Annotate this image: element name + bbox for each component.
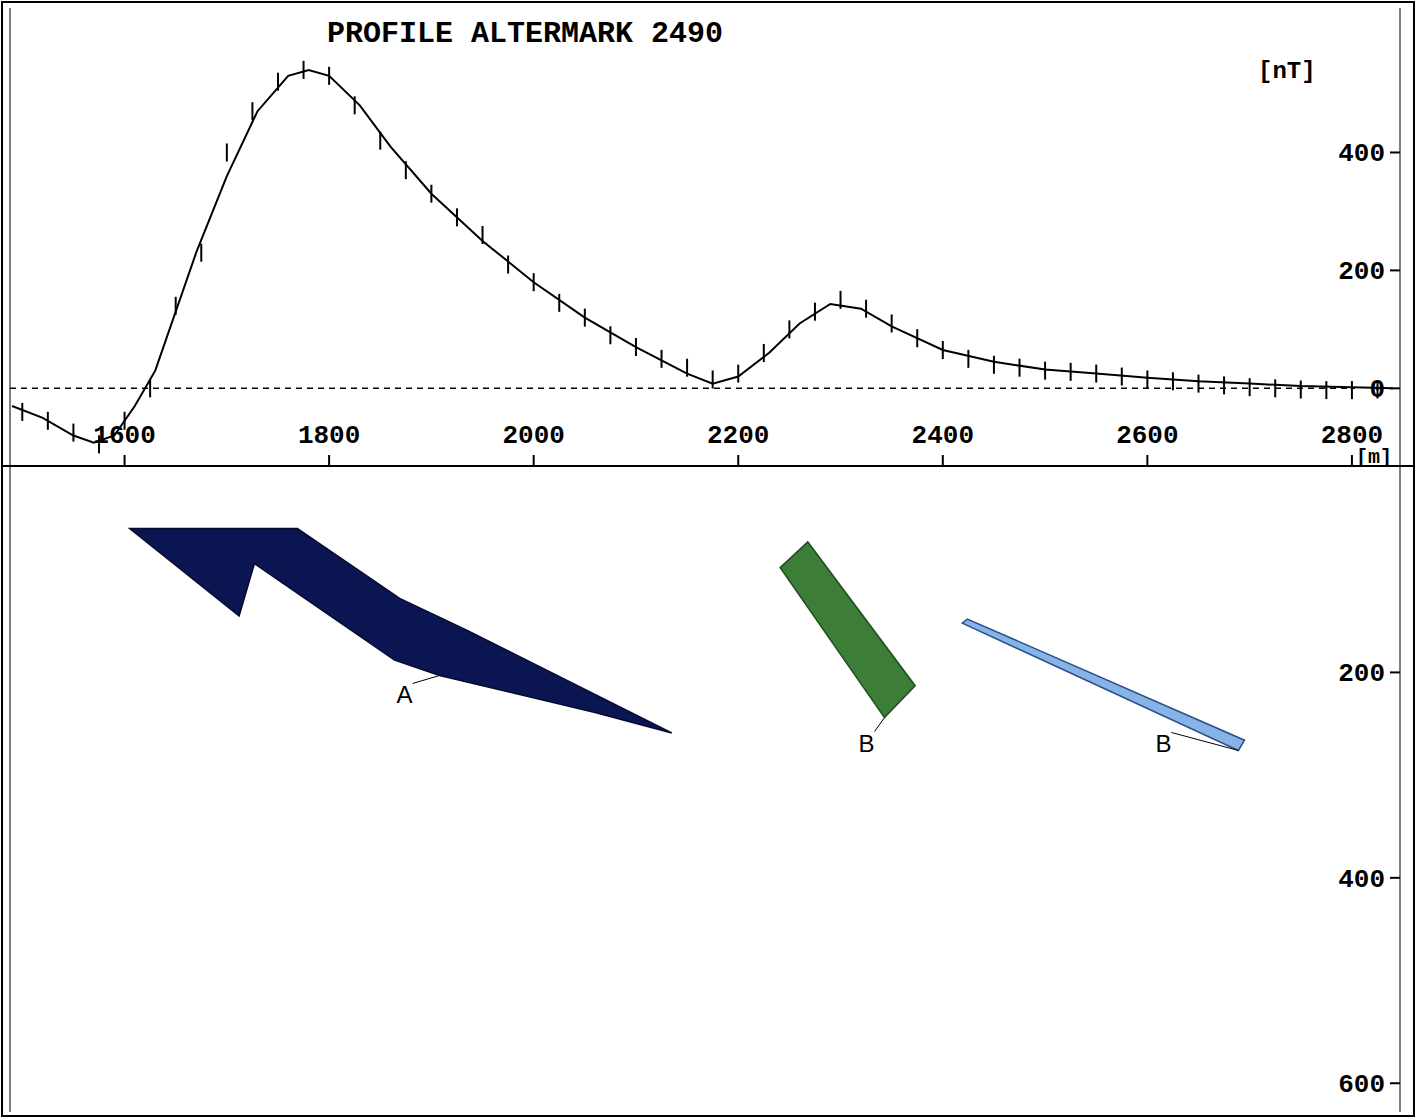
observed-point — [1019, 359, 1021, 377]
observed-point — [967, 350, 969, 368]
observed-point — [763, 344, 765, 362]
body-label: B — [1155, 730, 1171, 757]
outer-frame — [2, 2, 1414, 1116]
observed-point — [712, 370, 714, 388]
body-label: B — [858, 730, 874, 757]
observed-point — [1044, 362, 1046, 380]
observed-point — [1351, 381, 1353, 399]
background — [0, 0, 1416, 1120]
observed-point — [226, 143, 228, 161]
observed-point — [1325, 381, 1327, 399]
depth-tick-label: 400 — [1338, 865, 1385, 895]
depth-tick-label: 200 — [1338, 659, 1385, 689]
y-tick — [1390, 151, 1400, 153]
depth-tick-label: 600 — [1338, 1070, 1385, 1100]
model-body — [780, 542, 915, 718]
body-label: A — [397, 681, 413, 708]
observed-point — [98, 435, 100, 453]
y-tick-label: 400 — [1338, 139, 1385, 169]
observed-point — [865, 300, 867, 318]
depth-tick — [1390, 1082, 1400, 1084]
observed-point — [558, 294, 560, 312]
observed-point — [993, 356, 995, 374]
observed-point — [1249, 378, 1251, 396]
observed-point — [1274, 379, 1276, 397]
y-tick — [1390, 269, 1400, 271]
observed-point — [200, 244, 202, 262]
observed-point — [737, 365, 739, 383]
title: PROFILE ALTERMARK 2490 — [327, 17, 723, 51]
observed-point — [251, 102, 253, 120]
x-tick — [942, 455, 944, 465]
body-labels: A B B — [397, 675, 1239, 757]
observed-point — [609, 326, 611, 344]
x-tick — [328, 455, 330, 465]
model-body — [962, 619, 1244, 750]
range-edge — [10, 8, 11, 1112]
model-curve — [12, 70, 1393, 443]
observed-point — [814, 303, 816, 321]
observed-point — [21, 403, 23, 421]
observed-point — [1146, 370, 1148, 388]
leader-line — [1171, 732, 1238, 750]
depth-tick — [1390, 877, 1400, 879]
y-tick-label: 200 — [1338, 257, 1385, 287]
observed-point — [72, 424, 74, 442]
observed-point — [891, 314, 893, 332]
observed-point — [507, 256, 509, 274]
x-tick-label: 2200 — [707, 421, 769, 451]
x-tick — [1146, 455, 1148, 465]
observed-point — [1172, 372, 1174, 390]
plot-marks — [12, 61, 1393, 453]
observed-point — [1198, 375, 1200, 393]
section-marks — [130, 529, 1245, 751]
observed-point — [788, 320, 790, 338]
y-tick-label: 0 — [1369, 375, 1385, 405]
range-edge — [1400, 8, 1401, 1112]
figure: PROFILE ALTERMARK 24900200400[nT]1600180… — [0, 0, 1416, 1120]
depth-tick — [1390, 671, 1400, 673]
x-tick-label: 2600 — [1116, 421, 1178, 451]
y-axis-title: [nT] — [1258, 58, 1316, 85]
leader-line — [413, 675, 440, 683]
observed-point — [1376, 381, 1378, 399]
x-tick-label: 2400 — [912, 421, 974, 451]
leader-line — [875, 718, 885, 732]
model-body — [130, 529, 672, 733]
observed-point — [1300, 381, 1302, 399]
panel-divider — [2, 465, 1414, 467]
zero-line — [10, 388, 1355, 390]
x-tick-label: 1800 — [298, 421, 360, 451]
x-axis-title: [m] — [1356, 446, 1392, 469]
plot-area — [10, 8, 1400, 465]
observed-point — [1223, 376, 1225, 394]
observed-point — [303, 61, 305, 79]
x-tick — [533, 455, 535, 465]
x-tick — [737, 455, 739, 465]
x-tick — [1351, 455, 1353, 465]
x-tick-label: 2000 — [502, 421, 564, 451]
x-tick — [124, 455, 126, 465]
